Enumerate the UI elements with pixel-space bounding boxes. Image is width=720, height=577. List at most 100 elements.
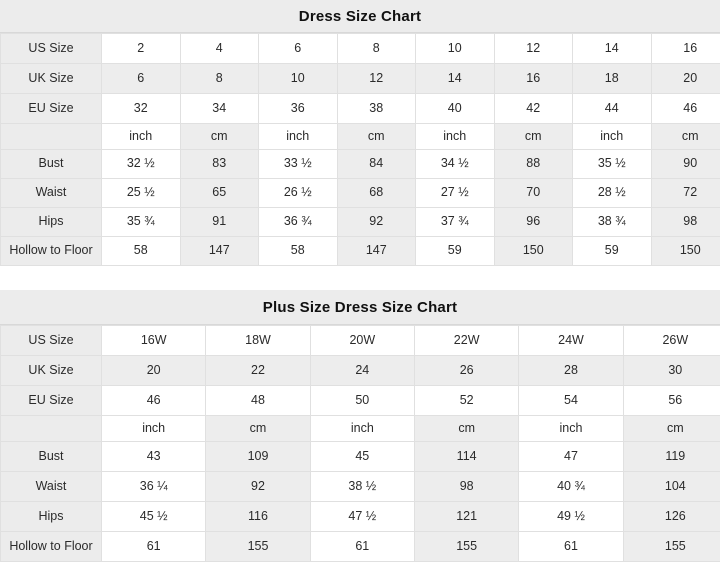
measurement-cell: 58 <box>258 236 338 266</box>
size-cell: 34 <box>179 93 259 124</box>
size-cell: 4 <box>179 33 259 64</box>
measurement-cell: 40 ¾ <box>518 471 624 502</box>
size-cell: 16 <box>650 33 720 64</box>
size-cell: 18 <box>572 63 652 94</box>
measurement-cell: 27 ½ <box>415 178 495 208</box>
size-cell: 10 <box>258 63 338 94</box>
measurement-cell: 72 <box>650 178 720 208</box>
size-cell: 10 <box>415 33 495 64</box>
measurement-cell: 32 ½ <box>101 149 181 179</box>
size-cell: 52 <box>413 385 520 416</box>
measurement-cell: 34 ½ <box>415 149 495 179</box>
size-cell: 26 <box>413 355 520 386</box>
row-label: Hips <box>0 501 102 532</box>
row-label: Hollow to Floor <box>0 531 102 562</box>
measurement-cell: 147 <box>179 236 259 266</box>
row-label: Hips <box>0 207 102 237</box>
measurement-cell: 92 <box>205 471 311 502</box>
size-cell: 6 <box>101 63 181 94</box>
size-cell: 16W <box>100 325 207 356</box>
measurement-cell: 38 ½ <box>309 471 415 502</box>
measurement-cell: 47 <box>518 441 624 472</box>
unit-header-cell: cm <box>650 123 720 150</box>
size-cell: 2 <box>101 33 181 64</box>
unit-header-cell: inch <box>572 123 652 150</box>
unit-row-blank-label <box>0 415 102 442</box>
plus-size-dress-size-chart-block: Plus Size Dress Size Chart US Size 16W 18W… <box>0 290 720 562</box>
size-cell: 18W <box>205 325 311 356</box>
table-row: EU Size 46 48 50 52 54 56 <box>0 385 720 416</box>
size-cell: 56 <box>622 385 720 416</box>
measurement-cell: 109 <box>205 441 311 472</box>
table-row: US Size 16W 18W 20W 22W 24W 26W <box>0 325 720 356</box>
row-label: EU Size <box>0 93 102 124</box>
measurement-cell: 150 <box>650 236 720 266</box>
measurement-cell: 47 ½ <box>309 501 415 532</box>
table-row: Bust431094511447119491245113053135 <box>0 441 720 472</box>
measurement-cell: 61 <box>100 531 207 562</box>
size-cell: 50 <box>309 385 415 416</box>
size-cell: 22W <box>413 325 520 356</box>
size-cell: 44 <box>572 93 652 124</box>
unit-row-blank-label <box>0 123 102 150</box>
size-cell: 26W <box>622 325 720 356</box>
plus-size-dress-size-chart-title: Plus Size Dress Size Chart <box>0 290 720 325</box>
table-row: EU Size 32 34 36 38 40 42 44 46 <box>0 93 720 124</box>
measurement-cell: 65 <box>179 178 259 208</box>
unit-header-cell: cm <box>179 123 259 150</box>
size-cell: 40 <box>415 93 495 124</box>
measurement-cell: 61 <box>518 531 624 562</box>
row-label: UK Size <box>0 355 102 386</box>
row-label: Waist <box>0 471 102 502</box>
measurement-cell: 68 <box>336 178 416 208</box>
measurement-cell: 96 <box>493 207 573 237</box>
row-label: Waist <box>0 178 102 208</box>
measurement-cell: 121 <box>413 501 520 532</box>
measurement-cell: 43 <box>100 441 207 472</box>
measurement-cell: 45 <box>309 441 415 472</box>
measurement-cell: 126 <box>622 501 720 532</box>
unit-header-cell: inch <box>309 415 415 442</box>
measurement-cell: 84 <box>336 149 416 179</box>
table-row: UK Size 6 8 10 12 14 16 18 20 <box>0 63 720 94</box>
measurement-cell: 155 <box>622 531 720 562</box>
measurement-cell: 49 ½ <box>518 501 624 532</box>
size-cell: 20 <box>100 355 207 386</box>
size-cell: 12 <box>493 33 573 64</box>
row-label: EU Size <box>0 385 102 416</box>
table-row: Hollow to Floor6115561155611556115561155… <box>0 531 720 562</box>
table-row: UK Size 20 22 24 26 28 30 <box>0 355 720 386</box>
measurement-cell: 25 ½ <box>101 178 181 208</box>
measurement-cell: 104 <box>622 471 720 502</box>
dress-size-table: US Size 2 4 6 8 10 12 14 16 UK Size 6 8 10 12 14 16 18 20… <box>0 33 720 266</box>
size-cell: 22 <box>205 355 311 386</box>
measurement-cell: 37 ¾ <box>415 207 495 237</box>
measurement-cell: 38 ¾ <box>572 207 652 237</box>
plus-size-dress-size-table: US Size 16W 18W 20W 22W 24W 26W UK Size 20 22 24 26… <box>0 325 720 562</box>
row-label: Hollow to Floor <box>0 236 102 266</box>
unit-header-row: inchcminchcminchcminchcminchcminchcminch… <box>0 123 720 150</box>
unit-header-cell: cm <box>622 415 720 442</box>
size-cell: 16 <box>493 63 573 94</box>
size-cell: 14 <box>415 63 495 94</box>
size-cell: 20 <box>650 63 720 94</box>
size-cell: 46 <box>100 385 207 416</box>
size-cell: 46 <box>650 93 720 124</box>
unit-header-cell: cm <box>493 123 573 150</box>
measurement-cell: 70 <box>493 178 573 208</box>
unit-header-cell: cm <box>336 123 416 150</box>
measurement-cell: 114 <box>413 441 520 472</box>
chart-separator <box>0 266 720 290</box>
dress-size-chart-block: Dress Size Chart US Size 2 4 6 8 10 12 14 16 UK S… <box>0 0 720 266</box>
measurement-cell: 119 <box>622 441 720 472</box>
measurement-cell: 147 <box>336 236 416 266</box>
measurement-cell: 36 ¾ <box>258 207 338 237</box>
measurement-cell: 91 <box>179 207 259 237</box>
measurement-cell: 88 <box>493 149 573 179</box>
row-label: Bust <box>0 441 102 472</box>
size-cell: 28 <box>518 355 624 386</box>
